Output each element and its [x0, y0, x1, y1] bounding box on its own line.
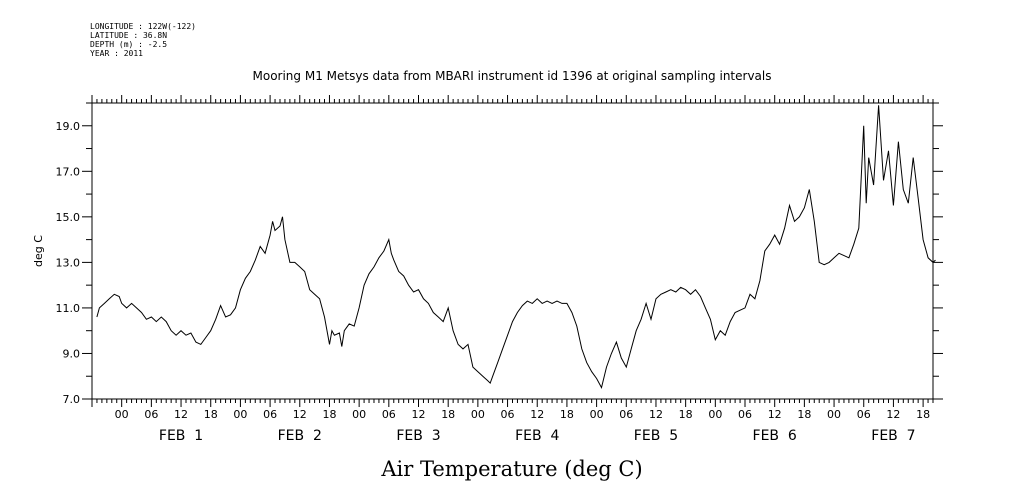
x-tick-label: 00 — [115, 408, 129, 421]
x-axis-title: Air Temperature (deg C) — [380, 457, 642, 481]
x-tick-label: 06 — [738, 408, 752, 421]
y-tick-label: 7.0 — [63, 393, 81, 406]
x-tick-label: 06 — [144, 408, 158, 421]
x-tick-label: 18 — [797, 408, 811, 421]
x-tick-label: 00 — [471, 408, 485, 421]
x-tick-label: 12 — [768, 408, 782, 421]
longitude-label: LONGITUDE : 122W(-122) — [90, 22, 196, 31]
air-temperature-series-line — [96, 105, 936, 389]
plot-frame — [91, 102, 934, 400]
x-tick-label: 12 — [649, 408, 663, 421]
x-tick-label: 18 — [560, 408, 574, 421]
day-label: FEB 7 — [871, 428, 915, 444]
y-tick-label: 19.0 — [56, 120, 81, 133]
day-labels: FEB 1 FEB 2 FEB 3 FEB 4 FEB 5 FEB 6 FEB 7 — [159, 428, 916, 444]
x-tick-label: 00 — [233, 408, 247, 421]
day-label: FEB 6 — [753, 428, 797, 444]
y-tick-label: 15.0 — [56, 211, 81, 224]
y-tick-labels: 7.0 9.0 11.0 13.0 15.0 17.0 19.0 — [56, 120, 81, 406]
x-tick-label: 00 — [590, 408, 604, 421]
day-label: FEB 1 — [159, 428, 203, 444]
metadata-block: LONGITUDE : 122W(-122) LATITUDE : 36.8N … — [90, 22, 196, 58]
x-tick-label: 00 — [352, 408, 366, 421]
y-tick-label: 13.0 — [56, 256, 81, 269]
year-label: YEAR : 2011 — [90, 49, 143, 58]
x-tick-labels: 00 06 12 18 00 06 12 18 00 06 12 18 00 06 12 18 00 06 12 18… — [115, 408, 930, 421]
day-label: FEB 5 — [634, 428, 678, 444]
x-tick-label: 12 — [293, 408, 307, 421]
y-tick-label: 17.0 — [56, 165, 81, 178]
x-tick-label: 06 — [857, 408, 871, 421]
chart-title: Mooring M1 Metsys data from MBARI instru… — [253, 69, 772, 83]
day-label: FEB 2 — [278, 428, 322, 444]
y-tick-label: 11.0 — [56, 302, 81, 315]
x-tick-label: 12 — [530, 408, 544, 421]
x-tick-label: 18 — [441, 408, 455, 421]
x-tick-label: 06 — [501, 408, 515, 421]
y-tick-label: 9.0 — [63, 347, 81, 360]
x-tick-label: 18 — [679, 408, 693, 421]
x-tick-label: 06 — [382, 408, 396, 421]
y-axis-label: deg C — [32, 235, 45, 267]
x-tick-label: 18 — [322, 408, 336, 421]
day-label: FEB 4 — [515, 428, 559, 444]
x-tick-label: 12 — [886, 408, 900, 421]
x-tick-label: 06 — [619, 408, 633, 421]
x-tick-label: 18 — [916, 408, 930, 421]
latitude-label: LATITUDE : 36.8N — [90, 31, 168, 40]
x-tick-label: 06 — [263, 408, 277, 421]
axis-ticks — [82, 95, 943, 407]
x-tick-label: 12 — [412, 408, 426, 421]
day-label: FEB 3 — [396, 428, 440, 444]
x-tick-label: 12 — [174, 408, 188, 421]
x-tick-label: 00 — [827, 408, 841, 421]
x-tick-label: 18 — [204, 408, 218, 421]
x-tick-label: 00 — [708, 408, 722, 421]
depth-label: DEPTH (m) : -2.5 — [90, 40, 168, 49]
